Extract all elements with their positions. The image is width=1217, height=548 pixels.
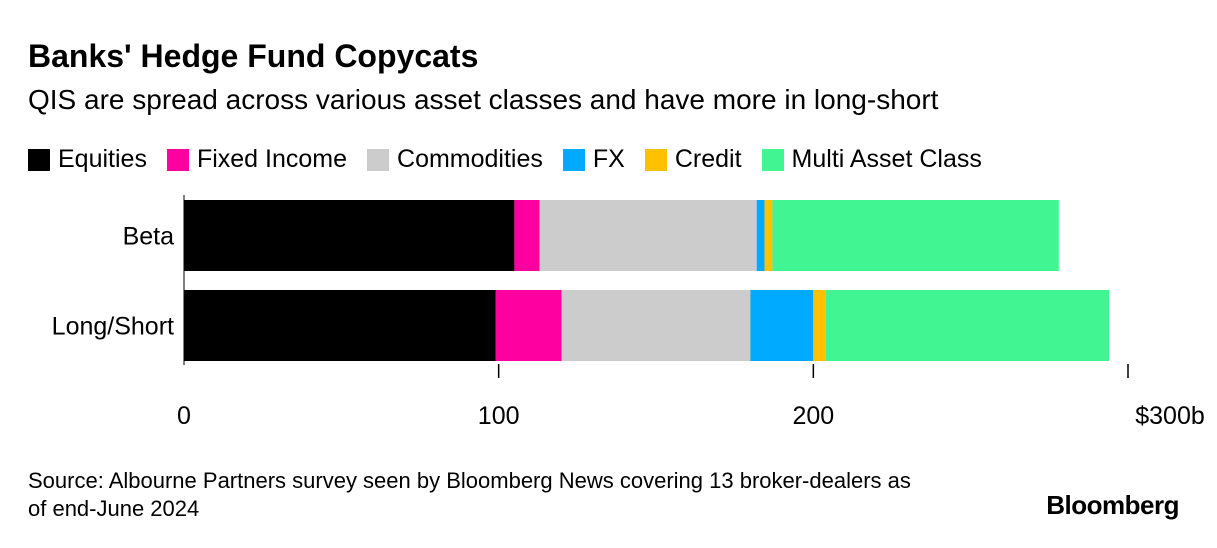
legend-item-multi-asset-class: Multi Asset Class <box>761 145 982 174</box>
bar-segment-beta-fx <box>756 200 765 271</box>
bar-segment-beta-equities <box>184 200 515 271</box>
x-tick-label: 100 <box>478 402 520 430</box>
legend-swatch <box>562 148 585 171</box>
legend-label: Commodities <box>397 145 543 173</box>
legend-swatch <box>28 148 50 171</box>
legend-item-credit: Credit <box>644 145 742 174</box>
bar-segment-beta-commodities <box>539 200 757 271</box>
chart-subtitle: QIS are spread across various asset clas… <box>28 84 939 115</box>
source-note: Source: Albourne Partners survey seen by… <box>28 468 911 521</box>
legend-swatch <box>367 148 390 171</box>
legend-item-fx: FX <box>562 145 625 174</box>
bar-segment-long-short-credit <box>813 290 826 361</box>
category-label: Long/Short <box>52 313 174 341</box>
legend-swatch <box>644 148 667 171</box>
legend-swatch <box>761 148 784 171</box>
bar-segment-beta-fixed-income <box>514 200 540 271</box>
bloomberg-logo: Bloomberg <box>1046 490 1179 520</box>
legend-item-commodities: Commodities <box>367 145 543 174</box>
legend-label: Equities <box>58 145 147 173</box>
bar-segment-long-short-fx <box>750 290 814 361</box>
x-tick-label: 200 <box>792 402 834 430</box>
legend-label: FX <box>592 145 625 173</box>
bar-segment-long-short-equities <box>184 290 496 361</box>
legend-label: Fixed Income <box>196 145 348 173</box>
legend-label: Multi Asset Class <box>791 145 982 173</box>
legend-item-fixed-income: Fixed Income <box>166 145 348 174</box>
bar-segment-long-short-fixed-income <box>495 290 562 361</box>
bar-segment-beta-credit <box>764 200 773 271</box>
chart-title: Banks' Hedge Fund Copycats <box>28 38 479 74</box>
legend-swatch <box>166 148 189 171</box>
x-tick-label: $300b <box>1135 402 1205 430</box>
category-label: Beta <box>123 223 175 251</box>
bar-segment-long-short-multi-asset-class <box>825 290 1110 361</box>
legend: Equities Fixed Income Commodities FX Credit M… <box>28 145 1002 174</box>
bar-segment-long-short-commodities <box>561 290 751 361</box>
x-tick-label: 0 <box>177 402 191 430</box>
legend-label: Credit <box>674 145 742 173</box>
bar-segment-beta-multi-asset-class <box>772 200 1059 271</box>
legend-item-equities: Equities <box>28 145 147 174</box>
